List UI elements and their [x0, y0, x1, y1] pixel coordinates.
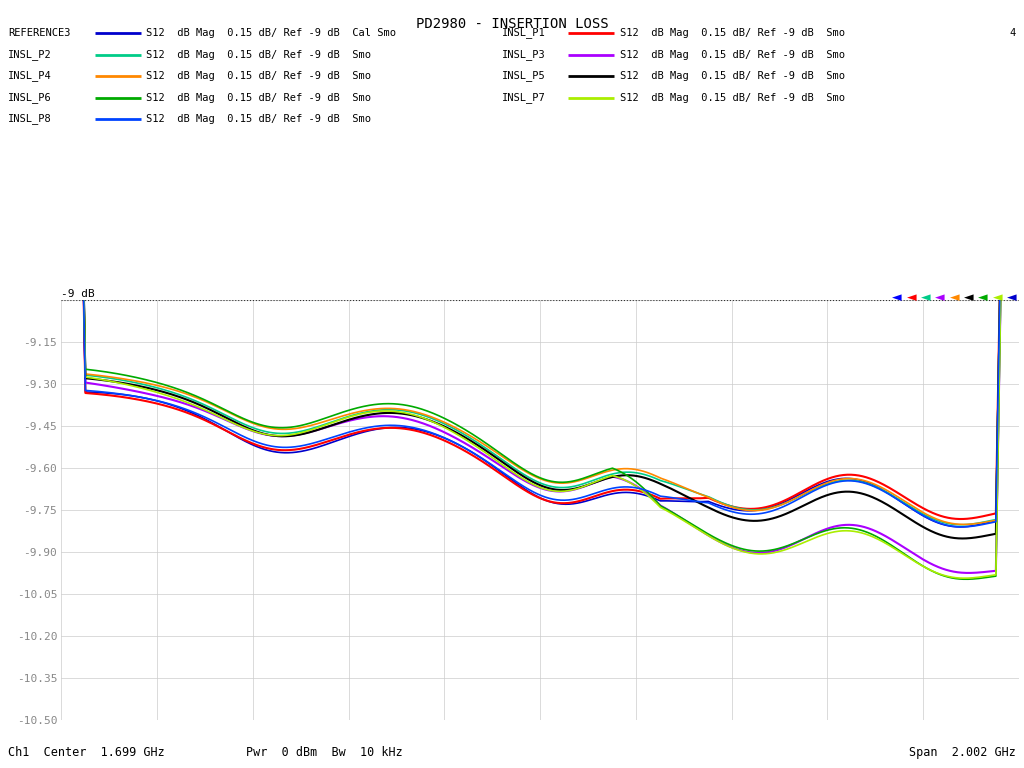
Text: INSL_P3: INSL_P3: [502, 49, 546, 60]
Text: INSL_P5: INSL_P5: [502, 71, 546, 81]
Text: S12  dB Mag  0.15 dB/ Ref -9 dB  Smo: S12 dB Mag 0.15 dB/ Ref -9 dB Smo: [620, 71, 845, 81]
Text: INSL_P4: INSL_P4: [8, 71, 52, 81]
Text: Pwr  0 dBm  Bw  10 kHz: Pwr 0 dBm Bw 10 kHz: [246, 746, 402, 759]
Text: S12  dB Mag  0.15 dB/ Ref -9 dB  Smo: S12 dB Mag 0.15 dB/ Ref -9 dB Smo: [146, 92, 372, 103]
Text: S12  dB Mag  0.15 dB/ Ref -9 dB  Smo: S12 dB Mag 0.15 dB/ Ref -9 dB Smo: [146, 114, 372, 124]
Text: INSL_P7: INSL_P7: [502, 92, 546, 103]
Text: S12  dB Mag  0.15 dB/ Ref -9 dB  Smo: S12 dB Mag 0.15 dB/ Ref -9 dB Smo: [620, 49, 845, 60]
Text: INSL_P8: INSL_P8: [8, 114, 52, 124]
Text: S12  dB Mag  0.15 dB/ Ref -9 dB  Smo: S12 dB Mag 0.15 dB/ Ref -9 dB Smo: [146, 71, 372, 81]
Text: REFERENCE3: REFERENCE3: [8, 28, 71, 38]
Text: Span  2.002 GHz: Span 2.002 GHz: [909, 746, 1016, 759]
Text: PD2980 - INSERTION LOSS: PD2980 - INSERTION LOSS: [416, 17, 608, 31]
Text: INSL_P6: INSL_P6: [8, 92, 52, 103]
Text: Ch1  Center  1.699 GHz: Ch1 Center 1.699 GHz: [8, 746, 165, 759]
Text: -9 dB: -9 dB: [61, 289, 95, 299]
Text: S12  dB Mag  0.15 dB/ Ref -9 dB  Smo: S12 dB Mag 0.15 dB/ Ref -9 dB Smo: [620, 28, 845, 38]
Text: ◄: ◄: [935, 292, 945, 304]
Text: ◄: ◄: [1007, 292, 1017, 304]
Text: 4: 4: [1010, 28, 1016, 38]
Text: ◄: ◄: [949, 292, 959, 304]
Text: S12  dB Mag  0.15 dB/ Ref -9 dB  Cal Smo: S12 dB Mag 0.15 dB/ Ref -9 dB Cal Smo: [146, 28, 396, 38]
Text: S12  dB Mag  0.15 dB/ Ref -9 dB  Smo: S12 dB Mag 0.15 dB/ Ref -9 dB Smo: [146, 49, 372, 60]
Text: INSL_P1: INSL_P1: [502, 28, 546, 38]
Text: ◄: ◄: [921, 292, 931, 304]
Text: ◄: ◄: [992, 292, 1002, 304]
Text: ◄: ◄: [964, 292, 974, 304]
Text: INSL_P2: INSL_P2: [8, 49, 52, 60]
Text: S12  dB Mag  0.15 dB/ Ref -9 dB  Smo: S12 dB Mag 0.15 dB/ Ref -9 dB Smo: [620, 92, 845, 103]
Text: ◄: ◄: [906, 292, 916, 304]
Text: ◄: ◄: [978, 292, 988, 304]
Text: ◄: ◄: [892, 292, 902, 304]
